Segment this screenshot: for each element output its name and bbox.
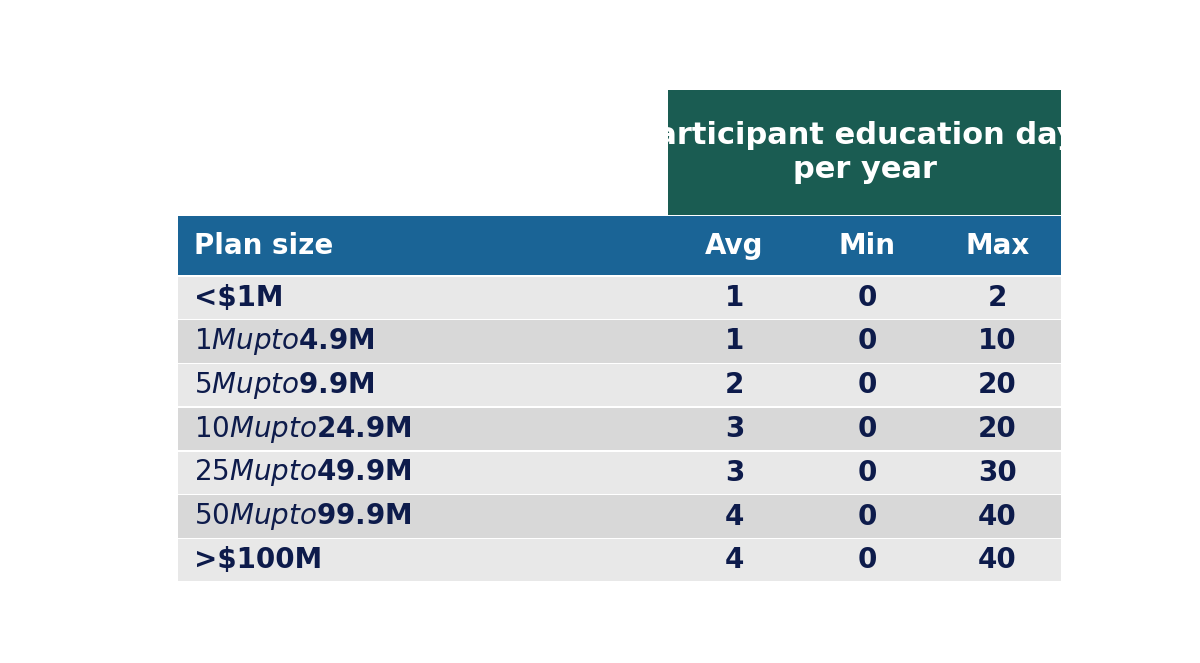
Text: 0: 0 (857, 415, 877, 443)
FancyBboxPatch shape (178, 364, 668, 406)
FancyBboxPatch shape (934, 408, 1062, 450)
FancyBboxPatch shape (668, 539, 800, 581)
FancyBboxPatch shape (668, 364, 800, 406)
FancyBboxPatch shape (178, 452, 668, 494)
FancyBboxPatch shape (800, 276, 934, 319)
FancyBboxPatch shape (934, 320, 1062, 363)
Text: 30: 30 (978, 459, 1016, 487)
Text: 0: 0 (857, 371, 877, 399)
Text: $25M up to $49.9M: $25M up to $49.9M (194, 457, 412, 488)
FancyBboxPatch shape (800, 539, 934, 581)
Text: Avg: Avg (706, 232, 763, 260)
Text: 0: 0 (857, 503, 877, 530)
Text: Max: Max (965, 232, 1030, 260)
Text: 1: 1 (725, 328, 744, 355)
FancyBboxPatch shape (800, 408, 934, 450)
FancyBboxPatch shape (178, 276, 668, 319)
Text: 2: 2 (725, 371, 744, 399)
FancyBboxPatch shape (668, 408, 800, 450)
Text: Plan size: Plan size (194, 232, 334, 260)
Text: 40: 40 (978, 546, 1016, 574)
FancyBboxPatch shape (934, 276, 1062, 319)
Text: 1: 1 (725, 284, 744, 312)
Text: 0: 0 (857, 546, 877, 574)
Text: <$1M: <$1M (194, 284, 283, 312)
Text: 0: 0 (857, 284, 877, 312)
Text: $10M up to $24.9M: $10M up to $24.9M (194, 414, 412, 444)
FancyBboxPatch shape (178, 216, 668, 275)
Text: Min: Min (839, 232, 895, 260)
Text: 0: 0 (857, 459, 877, 487)
FancyBboxPatch shape (800, 320, 934, 363)
Text: >$100M: >$100M (194, 546, 322, 574)
FancyBboxPatch shape (934, 452, 1062, 494)
Text: Participant education days
per year: Participant education days per year (635, 121, 1094, 184)
FancyBboxPatch shape (800, 452, 934, 494)
FancyBboxPatch shape (178, 320, 668, 363)
FancyBboxPatch shape (178, 539, 668, 581)
Text: 3: 3 (725, 415, 744, 443)
FancyBboxPatch shape (668, 90, 1062, 215)
FancyBboxPatch shape (934, 216, 1062, 275)
Text: 3: 3 (725, 459, 744, 487)
Text: 10: 10 (978, 328, 1016, 355)
Text: $1M up to $4.9M: $1M up to $4.9M (194, 326, 374, 357)
FancyBboxPatch shape (178, 495, 668, 538)
FancyBboxPatch shape (934, 495, 1062, 538)
Text: 40: 40 (978, 503, 1016, 530)
FancyBboxPatch shape (934, 539, 1062, 581)
Text: 20: 20 (978, 415, 1016, 443)
Text: 0: 0 (857, 328, 877, 355)
FancyBboxPatch shape (178, 408, 668, 450)
Text: 4: 4 (725, 503, 744, 530)
FancyBboxPatch shape (668, 320, 800, 363)
FancyBboxPatch shape (800, 364, 934, 406)
FancyBboxPatch shape (934, 364, 1062, 406)
Text: $5M up to $9.9M: $5M up to $9.9M (194, 370, 374, 400)
Text: $50M up to $99.9M: $50M up to $99.9M (194, 501, 412, 532)
FancyBboxPatch shape (668, 452, 800, 494)
Text: 2: 2 (988, 284, 1007, 312)
FancyBboxPatch shape (800, 495, 934, 538)
FancyBboxPatch shape (668, 495, 800, 538)
FancyBboxPatch shape (800, 216, 934, 275)
Text: 4: 4 (725, 546, 744, 574)
FancyBboxPatch shape (668, 276, 800, 319)
FancyBboxPatch shape (668, 216, 800, 275)
Text: 20: 20 (978, 371, 1016, 399)
